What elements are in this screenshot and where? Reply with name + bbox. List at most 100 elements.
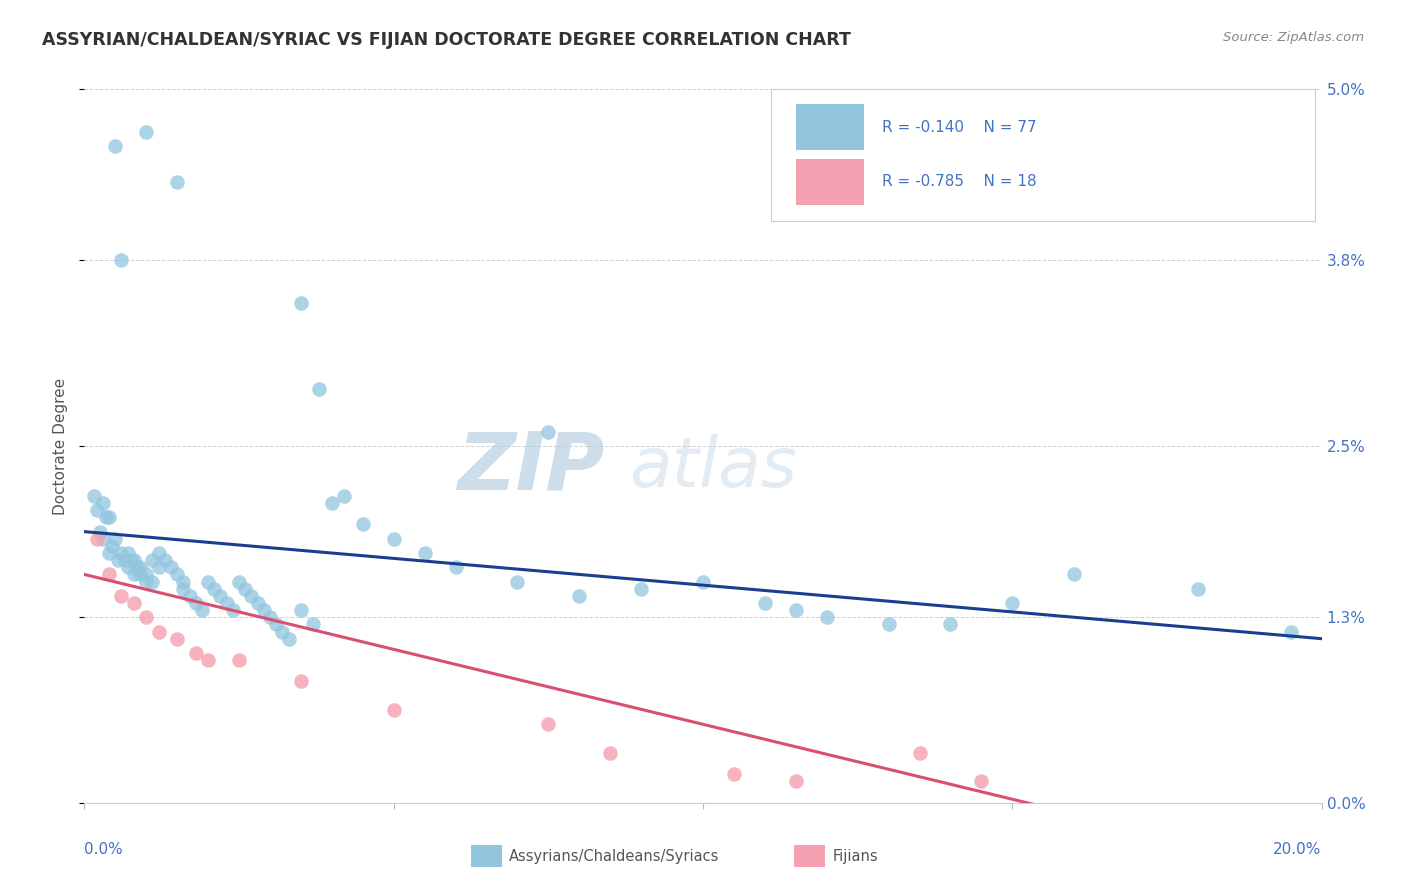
Point bbox=[970, 774, 993, 789]
Point bbox=[114, 553, 136, 567]
Point bbox=[333, 489, 356, 503]
Point bbox=[1001, 596, 1024, 610]
Point bbox=[166, 632, 188, 646]
Point bbox=[246, 596, 269, 610]
Point bbox=[209, 589, 232, 603]
Point bbox=[785, 603, 807, 617]
Point bbox=[135, 125, 157, 139]
Text: 20.0%: 20.0% bbox=[1274, 842, 1322, 857]
Point bbox=[233, 582, 256, 596]
Y-axis label: Doctorate Degree: Doctorate Degree bbox=[52, 377, 67, 515]
Point bbox=[1279, 624, 1302, 639]
Point bbox=[537, 717, 560, 731]
FancyBboxPatch shape bbox=[796, 159, 863, 205]
Point bbox=[122, 567, 145, 582]
Point bbox=[122, 553, 145, 567]
Point bbox=[104, 139, 127, 153]
Text: atlas: atlas bbox=[628, 434, 797, 501]
Point bbox=[141, 553, 163, 567]
Text: ASSYRIAN/CHALDEAN/SYRIAC VS FIJIAN DOCTORATE DEGREE CORRELATION CHART: ASSYRIAN/CHALDEAN/SYRIAC VS FIJIAN DOCTO… bbox=[42, 31, 851, 49]
Text: Source: ZipAtlas.com: Source: ZipAtlas.com bbox=[1223, 31, 1364, 45]
Point bbox=[120, 553, 142, 567]
Text: Fijians: Fijians bbox=[832, 849, 877, 863]
Point bbox=[117, 546, 139, 560]
Point bbox=[197, 574, 219, 589]
Point bbox=[444, 560, 467, 574]
FancyBboxPatch shape bbox=[796, 103, 863, 150]
Point bbox=[259, 610, 281, 624]
Point bbox=[184, 646, 207, 660]
Point bbox=[277, 632, 299, 646]
Point bbox=[153, 553, 176, 567]
Text: R = -0.785    N = 18: R = -0.785 N = 18 bbox=[883, 175, 1038, 189]
Point bbox=[172, 574, 194, 589]
Point bbox=[129, 567, 152, 582]
Point bbox=[98, 510, 121, 524]
Text: ZIP: ZIP bbox=[457, 428, 605, 507]
Point bbox=[352, 517, 374, 532]
Point bbox=[148, 546, 170, 560]
Point bbox=[413, 546, 436, 560]
Point bbox=[290, 603, 312, 617]
Point bbox=[191, 603, 214, 617]
Point bbox=[135, 574, 157, 589]
Point bbox=[599, 746, 621, 760]
Point bbox=[122, 596, 145, 610]
Point bbox=[202, 582, 225, 596]
Point bbox=[785, 774, 807, 789]
Point bbox=[240, 589, 263, 603]
Point bbox=[877, 617, 900, 632]
Point bbox=[110, 589, 132, 603]
Point bbox=[290, 674, 312, 689]
Point bbox=[302, 617, 325, 632]
Point bbox=[321, 496, 343, 510]
Point bbox=[135, 567, 157, 582]
Point bbox=[125, 560, 148, 574]
Point bbox=[98, 546, 121, 560]
Point bbox=[179, 589, 201, 603]
Point bbox=[83, 489, 105, 503]
Point bbox=[184, 596, 207, 610]
Point bbox=[94, 510, 117, 524]
Point bbox=[107, 553, 129, 567]
Point bbox=[908, 746, 931, 760]
Point bbox=[101, 539, 124, 553]
Point bbox=[264, 617, 287, 632]
Point bbox=[815, 610, 838, 624]
Point bbox=[148, 624, 170, 639]
Point bbox=[172, 582, 194, 596]
Point bbox=[197, 653, 219, 667]
Point bbox=[166, 567, 188, 582]
Point bbox=[506, 574, 529, 589]
FancyBboxPatch shape bbox=[770, 89, 1316, 221]
Point bbox=[129, 560, 152, 574]
Point bbox=[86, 532, 108, 546]
Point bbox=[222, 603, 245, 617]
Point bbox=[382, 703, 405, 717]
Text: 0.0%: 0.0% bbox=[84, 842, 124, 857]
Point bbox=[382, 532, 405, 546]
Point bbox=[166, 175, 188, 189]
Point bbox=[290, 296, 312, 310]
Point bbox=[148, 560, 170, 574]
Point bbox=[104, 532, 127, 546]
Point bbox=[1187, 582, 1209, 596]
Point bbox=[939, 617, 962, 632]
Point bbox=[537, 425, 560, 439]
Point bbox=[160, 560, 183, 574]
Point bbox=[630, 582, 652, 596]
Point bbox=[215, 596, 238, 610]
Point bbox=[754, 596, 776, 610]
Point bbox=[228, 653, 250, 667]
Point bbox=[692, 574, 714, 589]
Point bbox=[141, 574, 163, 589]
Point bbox=[98, 567, 121, 582]
Point bbox=[308, 382, 330, 396]
Point bbox=[723, 767, 745, 781]
Point bbox=[110, 253, 132, 268]
Text: R = -0.140    N = 77: R = -0.140 N = 77 bbox=[883, 120, 1038, 135]
Point bbox=[135, 610, 157, 624]
Point bbox=[568, 589, 591, 603]
Point bbox=[1063, 567, 1085, 582]
Text: Assyrians/Chaldeans/Syriacs: Assyrians/Chaldeans/Syriacs bbox=[509, 849, 720, 863]
